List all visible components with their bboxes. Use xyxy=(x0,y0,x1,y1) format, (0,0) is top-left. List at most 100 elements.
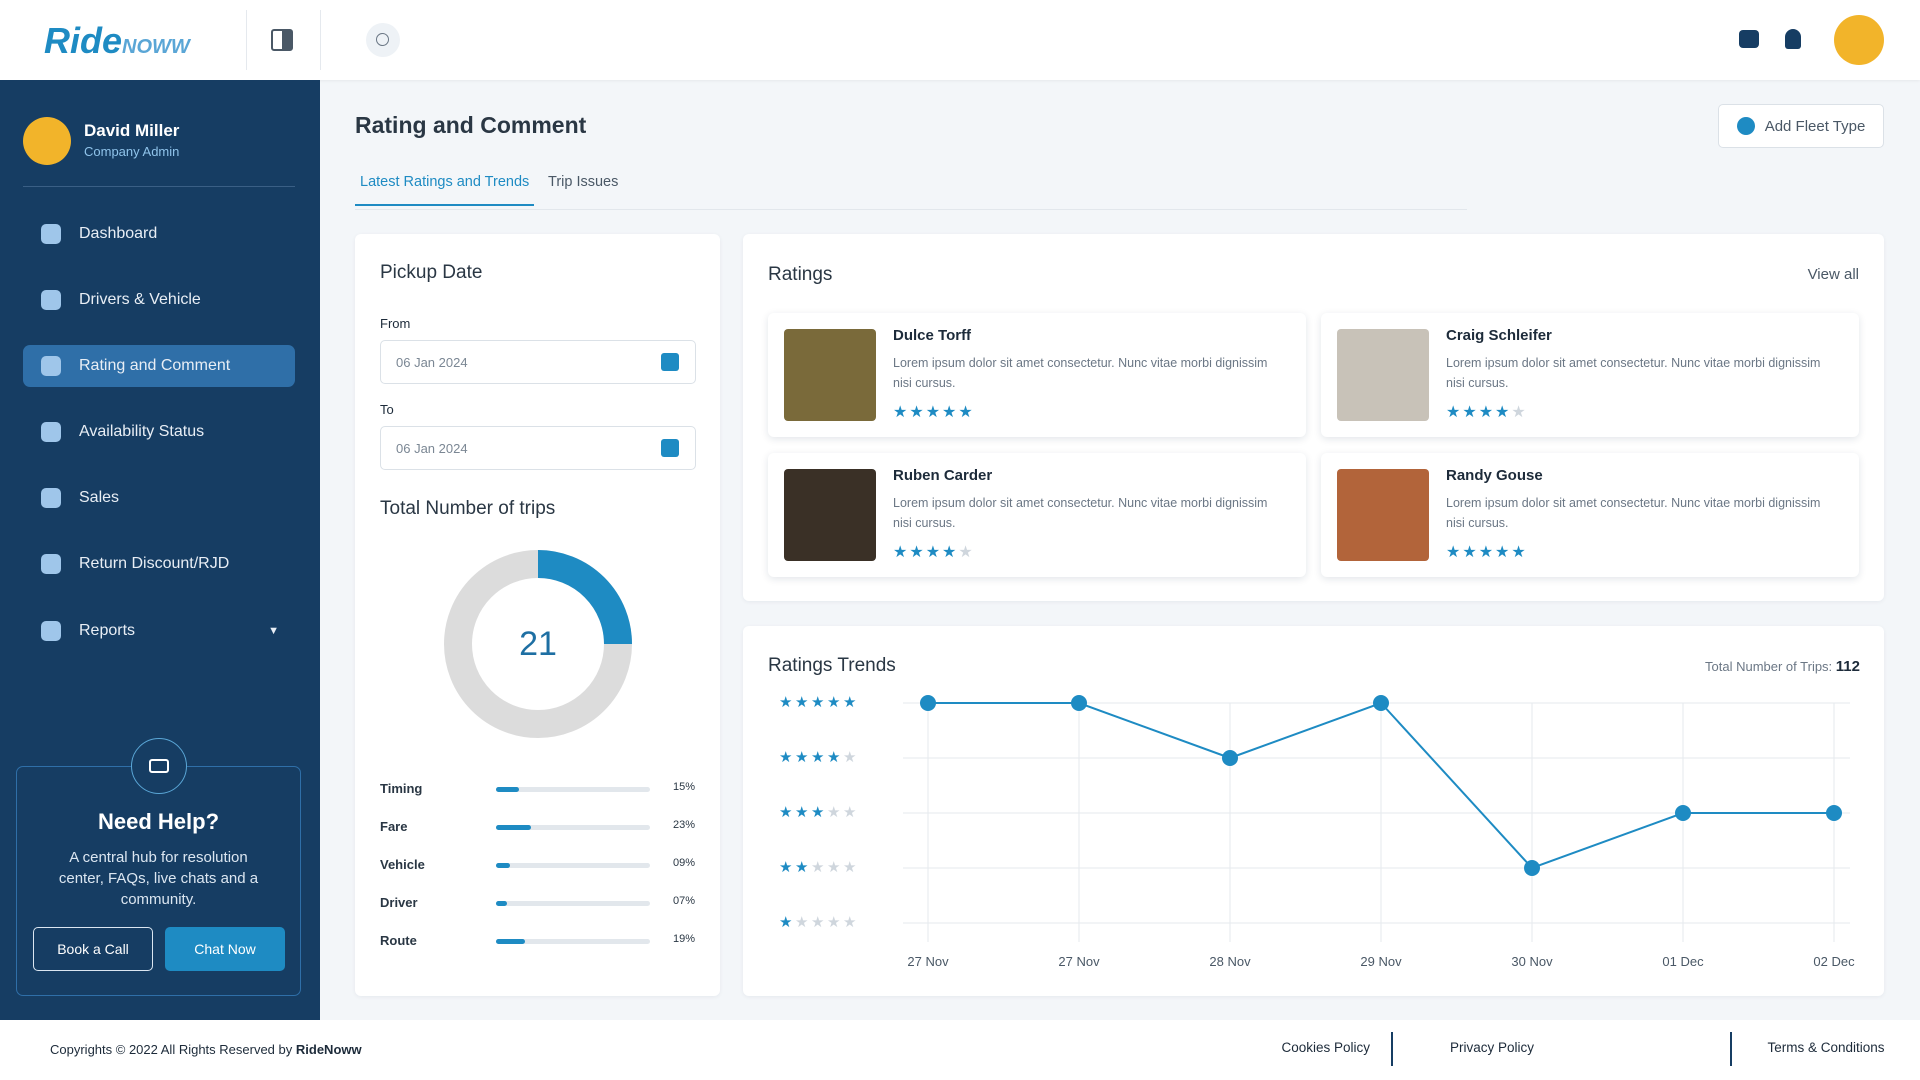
chat-icon[interactable] xyxy=(1739,30,1759,48)
date-input[interactable]: 06 Jan 2024 xyxy=(380,340,696,384)
star: ★ xyxy=(779,749,792,766)
star-rating: ★★★★★ xyxy=(1446,542,1528,562)
tab[interactable]: Trip Issues xyxy=(548,174,619,190)
star: ★ xyxy=(827,859,840,876)
menu-item[interactable]: Return Discount/RJD xyxy=(23,543,295,585)
view-all-link[interactable]: View all xyxy=(1807,266,1859,283)
menu-item[interactable]: Drivers & Vehicle xyxy=(23,279,295,321)
menu-label: Rating and Comment xyxy=(79,357,231,374)
total-label: Total Number of Trips: xyxy=(1705,659,1833,674)
avatar[interactable] xyxy=(1834,15,1884,65)
star: ★ xyxy=(942,544,959,561)
add-fleet-button[interactable]: Add Fleet Type xyxy=(1718,104,1884,148)
bar-track xyxy=(496,901,650,906)
bar-value: 15% xyxy=(672,781,695,793)
divider xyxy=(246,10,247,70)
logo[interactable]: RideNOWW xyxy=(44,20,190,62)
bar xyxy=(496,863,510,868)
card-title: Total Number of trips xyxy=(380,498,556,519)
user-role: Company Admin xyxy=(84,144,180,159)
search-button[interactable] xyxy=(366,23,400,57)
field-label: To xyxy=(380,402,394,417)
donut: 21 xyxy=(444,550,632,738)
sidebar-toggle[interactable] xyxy=(271,29,293,51)
y-tick-stars: ★ ★ ★ ★ ★ xyxy=(779,914,856,931)
button-label: Add Fleet Type xyxy=(1764,117,1866,135)
date-input[interactable]: 06 Jan 2024 xyxy=(380,426,696,470)
menu-label: Return Discount/RJD xyxy=(79,555,230,572)
star-rating: ★★★★★ xyxy=(893,542,975,562)
help-icon xyxy=(131,738,187,794)
star: ★ xyxy=(779,804,792,821)
help-text: A central hub for resolution center, FAQ… xyxy=(58,849,259,908)
tab-line xyxy=(355,209,1467,210)
star: ★ xyxy=(843,859,856,876)
x-tick-label: 02 Dec xyxy=(1813,954,1855,969)
star-rating: ★★★★★ xyxy=(893,402,975,422)
bar-track xyxy=(496,787,650,792)
bar-label: Fare xyxy=(380,819,408,834)
date-value: 06 Jan 2024 xyxy=(396,441,468,456)
menu-label: Drivers & Vehicle xyxy=(79,291,201,308)
review-photo xyxy=(784,329,876,421)
review-text: Lorem ipsum dolor sit amet consectetur. … xyxy=(893,356,1268,390)
star: ★ xyxy=(827,694,840,711)
star: ★ xyxy=(1495,404,1512,421)
star: ★ xyxy=(893,544,910,561)
star: ★ xyxy=(942,404,959,421)
divider xyxy=(1730,1032,1732,1066)
star: ★ xyxy=(827,804,840,821)
star: ★ xyxy=(1462,544,1479,561)
data-point xyxy=(1071,695,1087,711)
footer: Copyrights © 2022 All Rights Reserved by… xyxy=(0,1020,1920,1080)
menu-item[interactable]: Sales xyxy=(23,477,295,519)
y-tick-stars: ★ ★ ★ ★ ★ xyxy=(779,859,856,876)
data-point xyxy=(1373,695,1389,711)
sidebar: David Miller Company Admin Dashboard Dri… xyxy=(0,80,320,1020)
star: ★ xyxy=(795,859,808,876)
star: ★ xyxy=(827,914,840,931)
star: ★ xyxy=(811,804,824,821)
star: ★ xyxy=(843,749,856,766)
star: ★ xyxy=(1478,544,1496,561)
bar-value: 23% xyxy=(672,819,695,831)
help-title: Need Help? xyxy=(97,809,220,834)
star: ★ xyxy=(795,749,808,766)
menu-item[interactable]: Availability Status xyxy=(23,411,295,453)
trips-total: Total Number of Trips: 112 xyxy=(1705,658,1860,675)
review-card: Craig Schleifer Lorem ipsum dolor sit ame… xyxy=(1321,313,1859,437)
logo-suffix: NOWW xyxy=(122,36,190,58)
menu-item[interactable]: Dashboard xyxy=(23,213,295,255)
data-point xyxy=(1675,805,1691,821)
star: ★ xyxy=(795,804,808,821)
card-title: Ratings Trends xyxy=(768,655,896,676)
star: ★ xyxy=(925,404,943,421)
data-point xyxy=(920,695,936,711)
book-call-button[interactable]: Book a Call xyxy=(33,927,153,971)
review-name: Dulce Torff xyxy=(893,327,972,344)
card-title: Pickup Date xyxy=(380,262,483,283)
footer-link[interactable]: Privacy Policy xyxy=(1449,1040,1535,1055)
star: ★ xyxy=(827,749,840,766)
footer-link[interactable]: Cookies Policy xyxy=(1281,1040,1370,1055)
bar-label: Driver xyxy=(380,895,418,910)
star-rating: ★★★★★ xyxy=(1446,402,1528,422)
star: ★ xyxy=(925,544,943,561)
x-tick-label: 01 Dec xyxy=(1662,954,1704,969)
notification-icon[interactable] xyxy=(1785,29,1801,49)
review-text: Lorem ipsum dolor sit amet consectetur. … xyxy=(893,496,1268,530)
y-tick-stars: ★ ★ ★ ★ ★ xyxy=(779,694,856,711)
menu-item[interactable]: Rating and Comment xyxy=(23,345,295,387)
star: ★ xyxy=(779,859,792,876)
star: ★ xyxy=(779,694,792,711)
chat-now-button[interactable]: Chat Now xyxy=(165,927,285,971)
star: ★ xyxy=(1446,404,1463,421)
menu-item[interactable]: Reports ▼ xyxy=(23,610,295,652)
x-tick-label: 28 Nov xyxy=(1209,954,1251,969)
footer-link[interactable]: Terms & Conditions xyxy=(1767,1040,1885,1055)
star: ★ xyxy=(1462,404,1479,421)
ratings-card: Ratings View all Dulce Torff Lorem ipsum … xyxy=(743,234,1884,601)
star: ★ xyxy=(779,914,792,931)
tab[interactable]: Latest Ratings and Trends xyxy=(355,172,535,206)
menu-label: Dashboard xyxy=(79,225,158,242)
